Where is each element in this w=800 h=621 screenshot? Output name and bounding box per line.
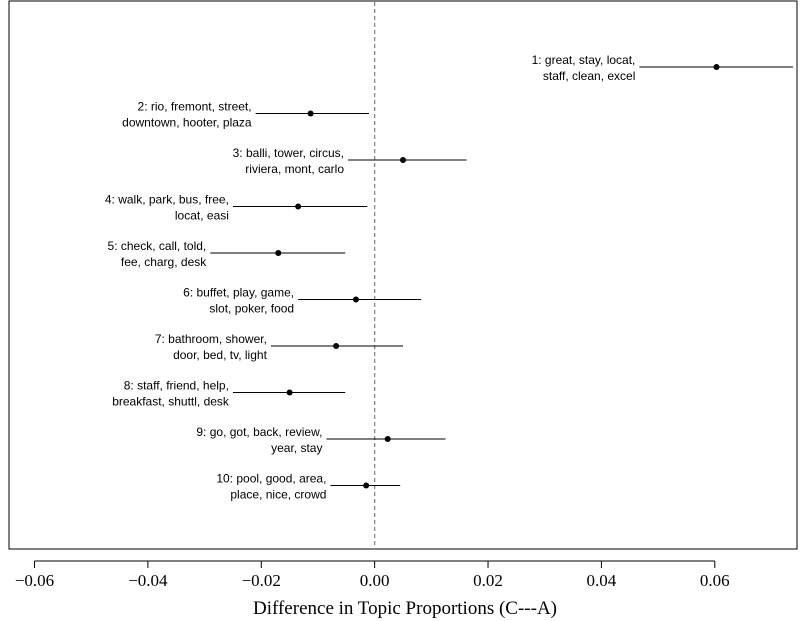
topic-row: 3: balli, tower, circus, riviera, mont, c… (233, 146, 467, 176)
topic-row: 1: great, stay, locat, staff, clean, exce… (532, 53, 794, 83)
topic-label: year, stay (271, 441, 322, 455)
x-axis-title: Difference in Topic Proportions (C---A) (253, 598, 557, 619)
x-tick-label: −0.04 (128, 571, 168, 590)
topic-row: 5: check, call, told, fee, charg, desk (108, 239, 346, 269)
topic-label: riviera, mont, carlo (245, 162, 344, 176)
point-estimate (307, 110, 314, 117)
point-estimate (384, 436, 391, 442)
topic-row: 2: rio, fremont, street, downtown, hooter… (122, 100, 369, 130)
topic-label: 5: check, call, told, (108, 239, 207, 253)
x-axis: −0.06 −0.04 −0.02 0.00 0.02 0.04 0.06 (15, 560, 730, 590)
x-tick-label: −0.06 (15, 571, 54, 590)
topic-row: 4: walk, park, bus, free, locat, easi (105, 193, 368, 223)
topic-label: locat, easi (175, 209, 229, 223)
topic-row: 7: bathroom, shower, door, bed, tv, light (155, 332, 403, 362)
point-range-series: 1: great, stay, locat, staff, clean, exce… (105, 53, 794, 502)
point-estimate (295, 203, 302, 210)
point-estimate (333, 343, 340, 349)
point-estimate (275, 250, 282, 256)
topic-row: 6: buffet, play, game, slot, poker, food (183, 286, 422, 316)
x-tick-label: −0.02 (242, 571, 281, 590)
topic-label: fee, charg, desk (121, 255, 207, 269)
topic-row: 10: pool, good, area, place, nice, crowd (216, 472, 401, 502)
topic-label: slot, poker, food (209, 302, 294, 316)
x-tick-label: 0.06 (700, 571, 730, 590)
plot-frame (8, 0, 798, 550)
topic-label: 2: rio, fremont, street, (138, 100, 252, 114)
topic-label: 3: balli, tower, circus, (233, 146, 344, 160)
topic-label: breakfast, shuttl, desk (112, 395, 230, 409)
point-estimate (713, 64, 720, 70)
topic-label: downtown, hooter, plaza (122, 116, 252, 130)
point-estimate (400, 157, 406, 163)
topic-row: 8: staff, friend, help, breakfast, shuttl… (112, 379, 346, 409)
x-tick-label: 0.02 (473, 571, 503, 590)
x-tick-label: 0.00 (360, 571, 390, 590)
topic-label: 9: go, got, back, review, (196, 425, 322, 439)
topic-label: staff, clean, excel (543, 69, 636, 83)
point-estimate (286, 389, 293, 396)
topic-label: door, bed, tv, light (173, 348, 268, 362)
topic-label: 1: great, stay, locat, (532, 53, 636, 67)
point-estimate (363, 482, 370, 489)
topic-label: 6: buffet, play, game, (183, 286, 294, 300)
topic-row: 9: go, got, back, review, year, stay (196, 425, 446, 455)
topic-label: 8: staff, friend, help, (124, 379, 229, 393)
point-estimate (352, 296, 359, 303)
topic-label: 10: pool, good, area, (216, 472, 326, 486)
x-tick-label: 0.04 (587, 571, 617, 590)
topic-label: 7: bathroom, shower, (155, 332, 267, 346)
topic-label: place, nice, crowd (230, 488, 326, 502)
topic-label: 4: walk, park, bus, free, (105, 193, 229, 207)
